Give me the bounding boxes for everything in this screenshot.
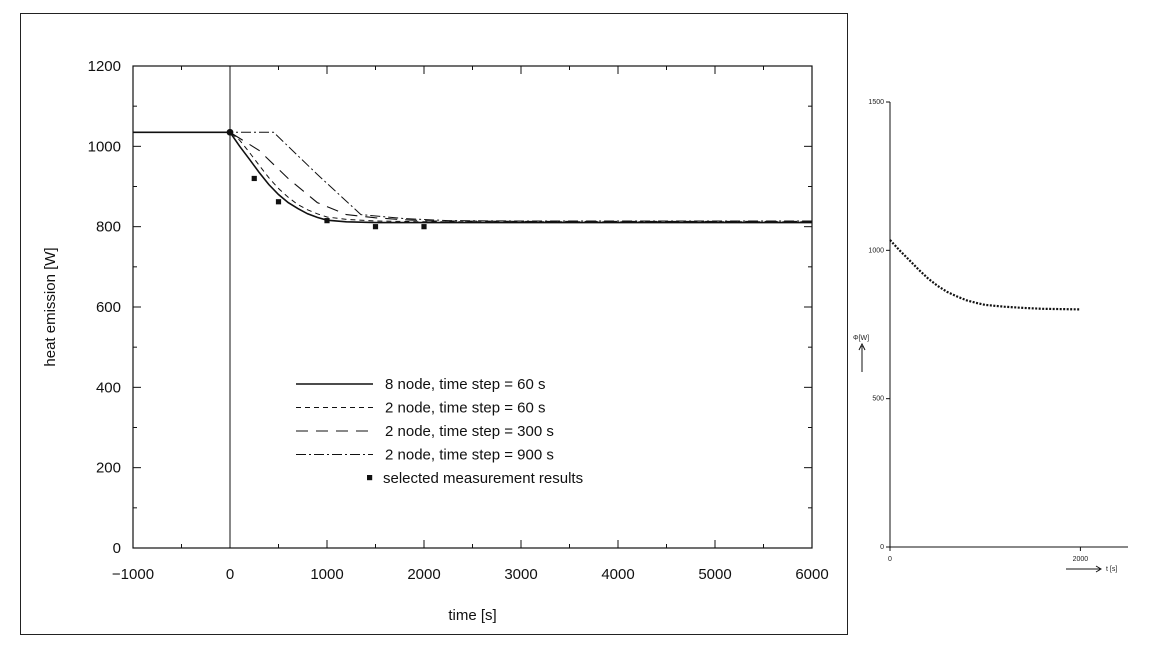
small-x-axis-title: t [s] xyxy=(1106,566,1117,573)
small-y-tick-label: 0 xyxy=(880,544,884,551)
measurement-point xyxy=(251,175,257,182)
measurement-point xyxy=(226,128,234,136)
y-axis-title: heat emission [W] xyxy=(42,247,59,366)
small-series-line xyxy=(889,239,1081,311)
x-tick-label: −1000 xyxy=(112,566,154,583)
legend-label: 2 node, time step = 900 s xyxy=(385,447,554,464)
y-tick-label: 0 xyxy=(113,540,121,557)
x-tick-label: 5000 xyxy=(698,566,731,583)
x-tick-label: 4000 xyxy=(601,566,634,583)
x-tick-label: 2000 xyxy=(407,566,440,583)
small-y-tick-label: 1000 xyxy=(868,247,884,254)
legend-label: 8 node, time step = 60 s xyxy=(385,376,546,393)
legend: 8 node, time step = 60 s 2 node, time ste… xyxy=(296,376,583,487)
measurement-point xyxy=(421,224,427,230)
y-tick-label: 1200 xyxy=(88,58,121,75)
y-tick-label: 400 xyxy=(96,379,121,396)
legend-label: 2 node, time step = 60 s xyxy=(385,400,546,417)
series-line-2 xyxy=(133,131,812,223)
legend-swatch-marker xyxy=(367,475,373,481)
measurement-point xyxy=(275,199,282,205)
x-tick-label: 1000 xyxy=(310,566,343,583)
series-line-4 xyxy=(133,131,812,222)
small-x-tick-label: 0 xyxy=(888,556,892,563)
series-line-1 xyxy=(133,131,812,224)
y-tick-label: 800 xyxy=(96,219,121,236)
measurement-point xyxy=(372,224,379,230)
x-tick-label: 0 xyxy=(226,566,234,583)
small-x-arrowhead xyxy=(1095,565,1102,573)
y-tick-label: 200 xyxy=(96,460,121,477)
measurement-point xyxy=(324,218,330,224)
legend-label: selected measurement results xyxy=(383,470,583,487)
small-y-tick-label: 1500 xyxy=(868,99,884,106)
small-x-tick-label: 2000 xyxy=(1073,556,1089,563)
x-axis-title: time [s] xyxy=(448,607,496,624)
main-chart-frame xyxy=(20,13,848,635)
small-y-arrowhead xyxy=(858,342,866,351)
x-tick-label: 3000 xyxy=(504,566,537,583)
series-line-3 xyxy=(133,131,812,222)
y-tick-label: 600 xyxy=(96,299,121,316)
legend-label: 2 node, time step = 300 s xyxy=(385,423,554,440)
x-tick-label: 6000 xyxy=(795,566,828,583)
y-tick-label: 1000 xyxy=(88,138,121,155)
small-y-axis-title: Φ[W] xyxy=(853,335,869,342)
small-y-tick-label: 500 xyxy=(872,396,884,403)
